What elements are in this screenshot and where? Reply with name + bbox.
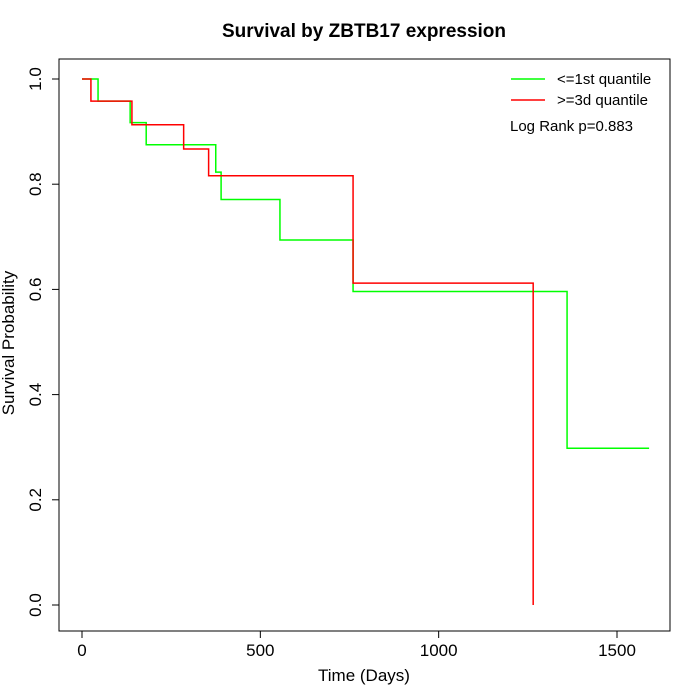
x-axis: 0 500 1000 1500 (77, 630, 636, 660)
x-tick-label: 1000 (420, 641, 458, 660)
y-axis: 0.0 0.2 0.4 0.6 0.8 1.0 (26, 67, 60, 617)
legend: <=1st quantile >=3d quantile (511, 71, 651, 109)
series-layer (82, 78, 650, 605)
log-rank-annotation: Log Rank p=0.883 (510, 118, 633, 135)
x-tick-label: 0 (77, 641, 86, 660)
legend-label-0: <=1st quantile (557, 71, 651, 88)
y-tick-label: 1.0 (26, 67, 45, 91)
y-tick-label: 0.2 (26, 488, 45, 512)
chart-title: Survival by ZBTB17 expression (222, 21, 506, 42)
y-tick-label: 0.6 (26, 278, 45, 302)
y-tick-label: 0.8 (26, 172, 45, 196)
x-tick-label: 500 (246, 641, 274, 660)
series-line-1 (82, 78, 534, 605)
y-tick-label: 0.4 (26, 383, 45, 407)
x-axis-label: Time (Days) (318, 666, 410, 685)
y-tick-label: 0.0 (26, 593, 45, 617)
legend-label-1: >=3d quantile (557, 92, 648, 109)
x-tick-label: 1500 (598, 641, 636, 660)
y-axis-label: Survival Probability (0, 270, 18, 415)
